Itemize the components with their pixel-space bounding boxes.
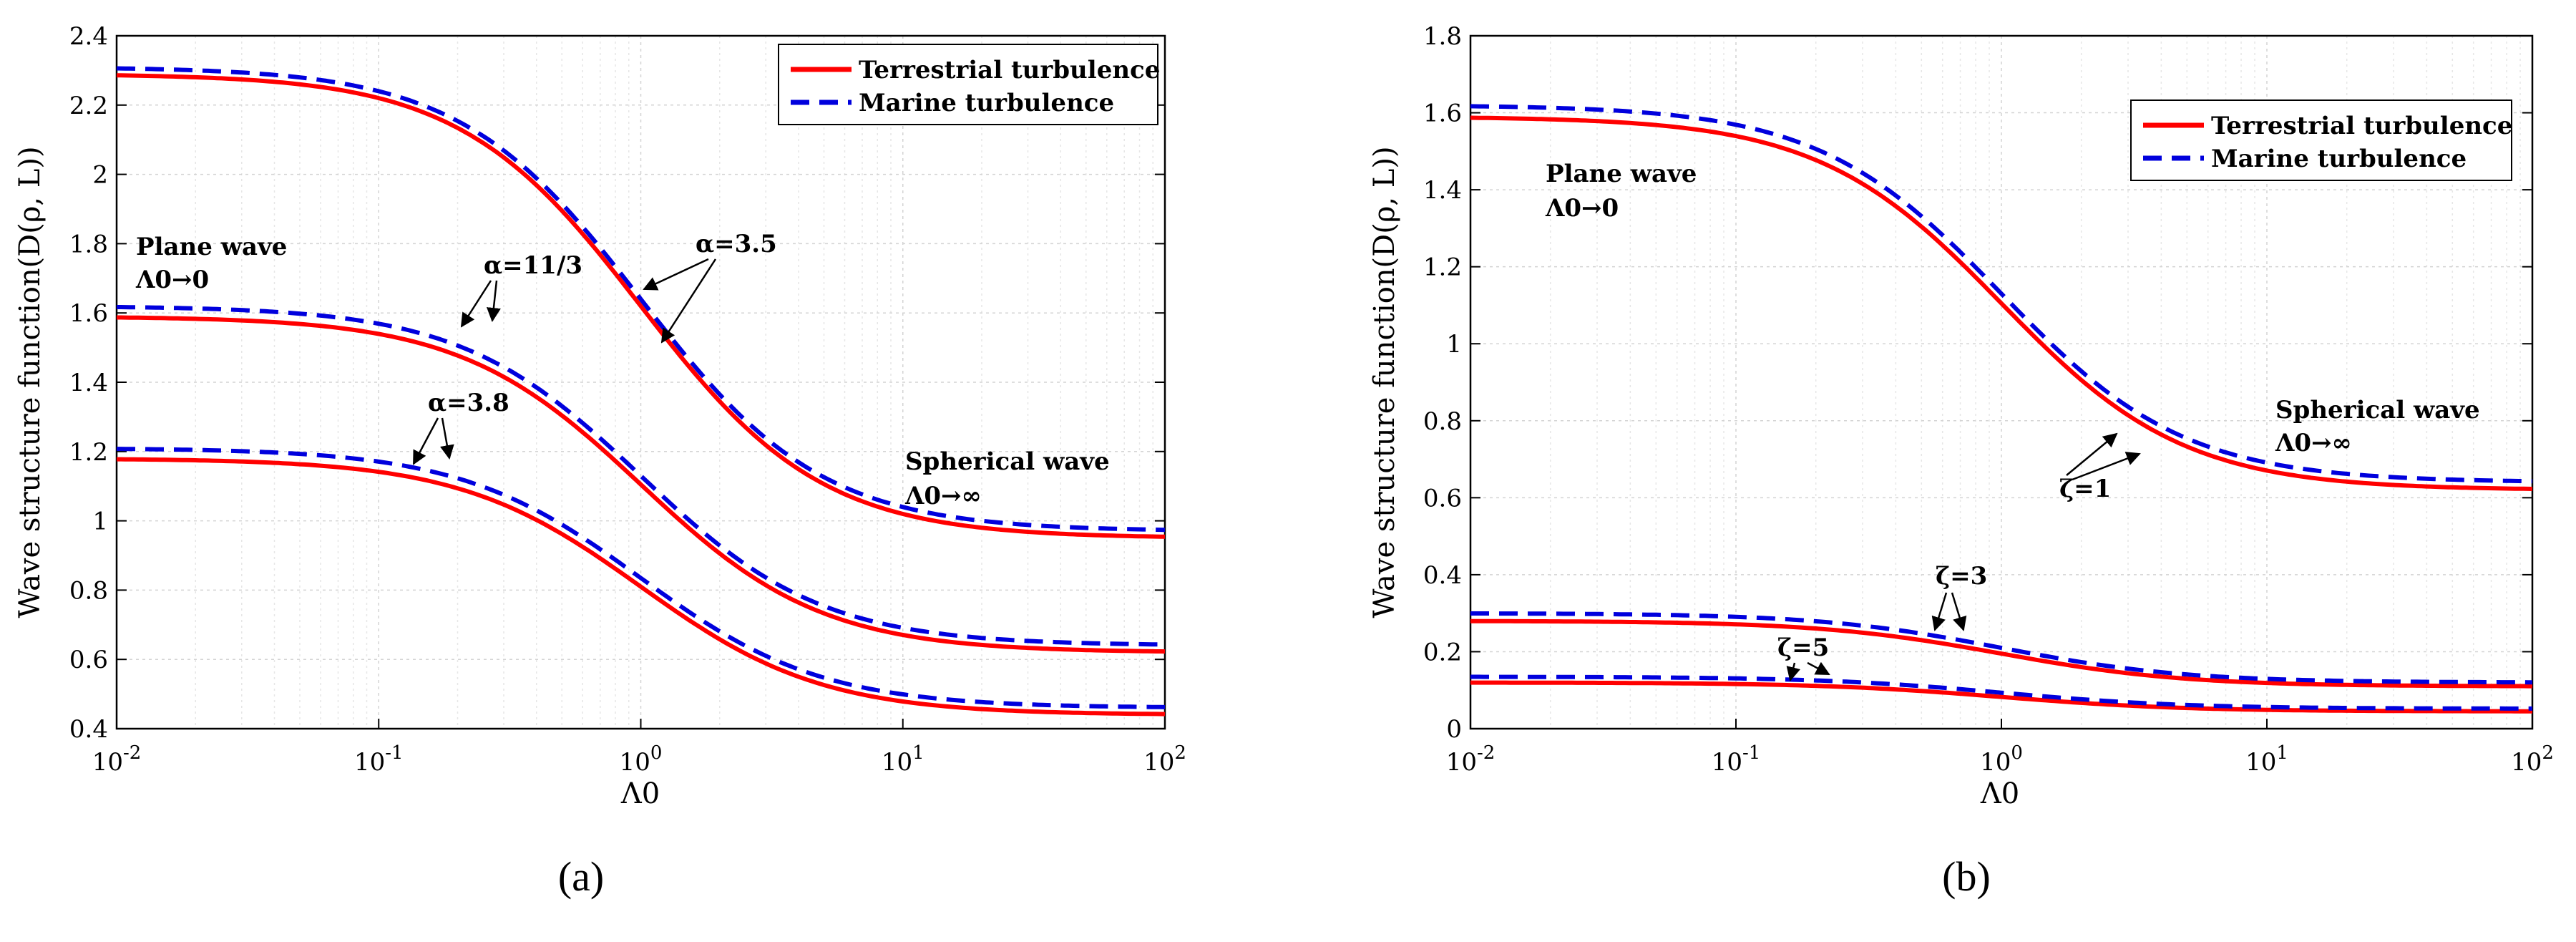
annotation-group1-a: α=3.5 xyxy=(696,230,777,258)
x-tick-label: 10-2 xyxy=(1446,742,1496,777)
legend-label-terrestrial-b: Terrestrial turbulence xyxy=(2211,112,2512,140)
x-tick-label: 10-2 xyxy=(92,742,142,777)
y-tick-label: 1.4 xyxy=(1423,176,1462,205)
chart-panel-a: 10-2 10-1 100 101 102 0.4 0.6 0.8 1 1.2 1.4 1.6 1.8 2… xyxy=(14,22,1186,900)
plane-wave-label-a: Plane wave xyxy=(136,233,287,261)
annotation-group1-b: ζ=1 xyxy=(2059,475,2111,503)
terrestrial-series-line xyxy=(1470,618,2532,689)
arrow-group1-marine-a xyxy=(660,258,717,344)
marine-series-line xyxy=(1470,674,2532,711)
legend-b: Terrestrial turbulence Marine turbulence xyxy=(2130,99,2512,181)
y-tick-label: 1.6 xyxy=(69,299,108,328)
ticks-a: 10-2 10-1 100 101 102 0.4 0.6 0.8 1 1.2 1.4 1.6 1.8 2… xyxy=(69,22,1186,777)
chart-panel-b: 10-2 10-1 100 101 102 0 0.2 0.4 0.6 0.8 1 1.2 1.4 1.6… xyxy=(1368,22,2554,900)
y-tick-label: 1.8 xyxy=(1423,22,1462,51)
annotation-group3-b: ζ=5 xyxy=(1777,633,1829,662)
marine-series-line xyxy=(1470,104,2532,484)
spherical-wave-limit-b: Λ0→∞ xyxy=(2275,429,2352,457)
x-axis-label-a-text: Λ0 xyxy=(620,777,660,810)
y-tick-label: 0.8 xyxy=(1423,407,1462,436)
legend-box-a xyxy=(778,44,1158,125)
terrestrial-series-line xyxy=(117,315,1166,654)
x-tick-label: 101 xyxy=(882,742,924,777)
x-tick-label: 102 xyxy=(1143,742,1186,777)
x-axis-label-b: Λ0 xyxy=(1980,777,2019,810)
lines-b xyxy=(1470,104,2533,714)
legend-label-marine-a: Marine turbulence xyxy=(859,89,1114,117)
legend-label-terrestrial-a: Terrestrial turbulence xyxy=(859,56,1160,84)
arrow-group3-terrestrial-a xyxy=(412,417,439,465)
lines-a xyxy=(116,66,1166,717)
x-tick-label: 101 xyxy=(2245,742,2288,777)
y-tick-label: 0.4 xyxy=(69,715,108,744)
y-tick-label: 1 xyxy=(1446,330,1462,359)
y-tick-label: 0.6 xyxy=(1423,484,1462,513)
x-tick-label: 100 xyxy=(1980,742,2023,777)
arrow-group1-marine-b xyxy=(2072,452,2141,481)
y-tick-label: 1.2 xyxy=(69,438,108,467)
y-tick-label: 2.4 xyxy=(69,22,108,51)
annotation-group3-a: α=3.8 xyxy=(428,389,509,417)
terrestrial-series-line xyxy=(1470,680,2532,714)
x-axis-label-a: Λ0 xyxy=(620,777,660,810)
panel-label-a: (a) xyxy=(558,853,604,900)
x-tick-label: 10-1 xyxy=(1712,742,1761,777)
y-tick-label: 1.8 xyxy=(69,230,108,258)
x-tick-label: 10-1 xyxy=(354,742,404,777)
y-axis-label-a: Wave structure function(D(ρ, L)) xyxy=(14,146,47,618)
marine-series-line xyxy=(1470,611,2532,685)
marine-series-line xyxy=(117,447,1166,709)
y-tick-label: 0.4 xyxy=(1423,561,1462,590)
legend-a: Terrestrial turbulence Marine turbulence xyxy=(778,44,1160,125)
arrow-group3-terrestrial-b xyxy=(1786,662,1801,681)
y-tick-label: 1.6 xyxy=(1423,99,1462,128)
plane-wave-limit-b: Λ0→0 xyxy=(1545,194,1619,223)
terrestrial-series-line xyxy=(1470,115,2533,491)
plane-wave-label-b: Plane wave xyxy=(1546,160,1697,188)
x-tick-label: 102 xyxy=(2511,742,2554,777)
marine-series-line xyxy=(116,66,1166,533)
terrestrial-series-line xyxy=(116,73,1166,539)
x-tick-label: 100 xyxy=(620,742,663,777)
marine-series-line xyxy=(117,305,1166,647)
spherical-wave-label-a: Spherical wave xyxy=(905,447,1110,476)
terrestrial-series-line xyxy=(117,457,1166,717)
y-tick-label: 1.2 xyxy=(1423,253,1462,282)
arrow-group2-marine-b xyxy=(1951,592,1967,631)
y-tick-label: 0.6 xyxy=(69,646,108,674)
y-tick-label: 2 xyxy=(92,161,108,190)
spherical-wave-limit-a: Λ0→∞ xyxy=(904,482,982,510)
arrow-group3-marine-b xyxy=(1807,661,1830,676)
ticks-b: 10-2 10-1 100 101 102 0 0.2 0.4 0.6 0.8 1 1.2 1.4 1.6… xyxy=(1423,22,2554,777)
arrow-group1-terrestrial-a xyxy=(643,258,709,291)
legend-label-marine-b: Marine turbulence xyxy=(2211,145,2467,173)
y-tick-label: 1 xyxy=(92,508,108,536)
panel-label-b: (b) xyxy=(1942,853,1991,900)
y-tick-label: 0 xyxy=(1446,715,1462,744)
y-tick-label: 2.2 xyxy=(69,92,108,120)
arrow-group2-terrestrial-a xyxy=(460,280,492,328)
spherical-wave-label-b: Spherical wave xyxy=(2275,396,2480,424)
y-axis-label-b: Wave structure function(D(ρ, L)) xyxy=(1368,146,1401,618)
arrow-group2-terrestrial-b xyxy=(1931,592,1948,631)
y-tick-label: 0.2 xyxy=(1423,638,1462,666)
y-tick-label: 1.4 xyxy=(69,369,108,397)
annotation-group2-a: α=11/3 xyxy=(484,251,582,280)
arrow-group1-terrestrial-b xyxy=(2066,432,2118,476)
arrow-group3-marine-a xyxy=(439,417,454,460)
plane-wave-limit-a: Λ0→0 xyxy=(135,266,209,294)
annotation-group2-b: ζ=3 xyxy=(1936,562,1987,591)
y-tick-label: 0.8 xyxy=(69,576,108,605)
arrow-group2-marine-a xyxy=(486,280,501,322)
legend-box-b xyxy=(2130,99,2512,181)
